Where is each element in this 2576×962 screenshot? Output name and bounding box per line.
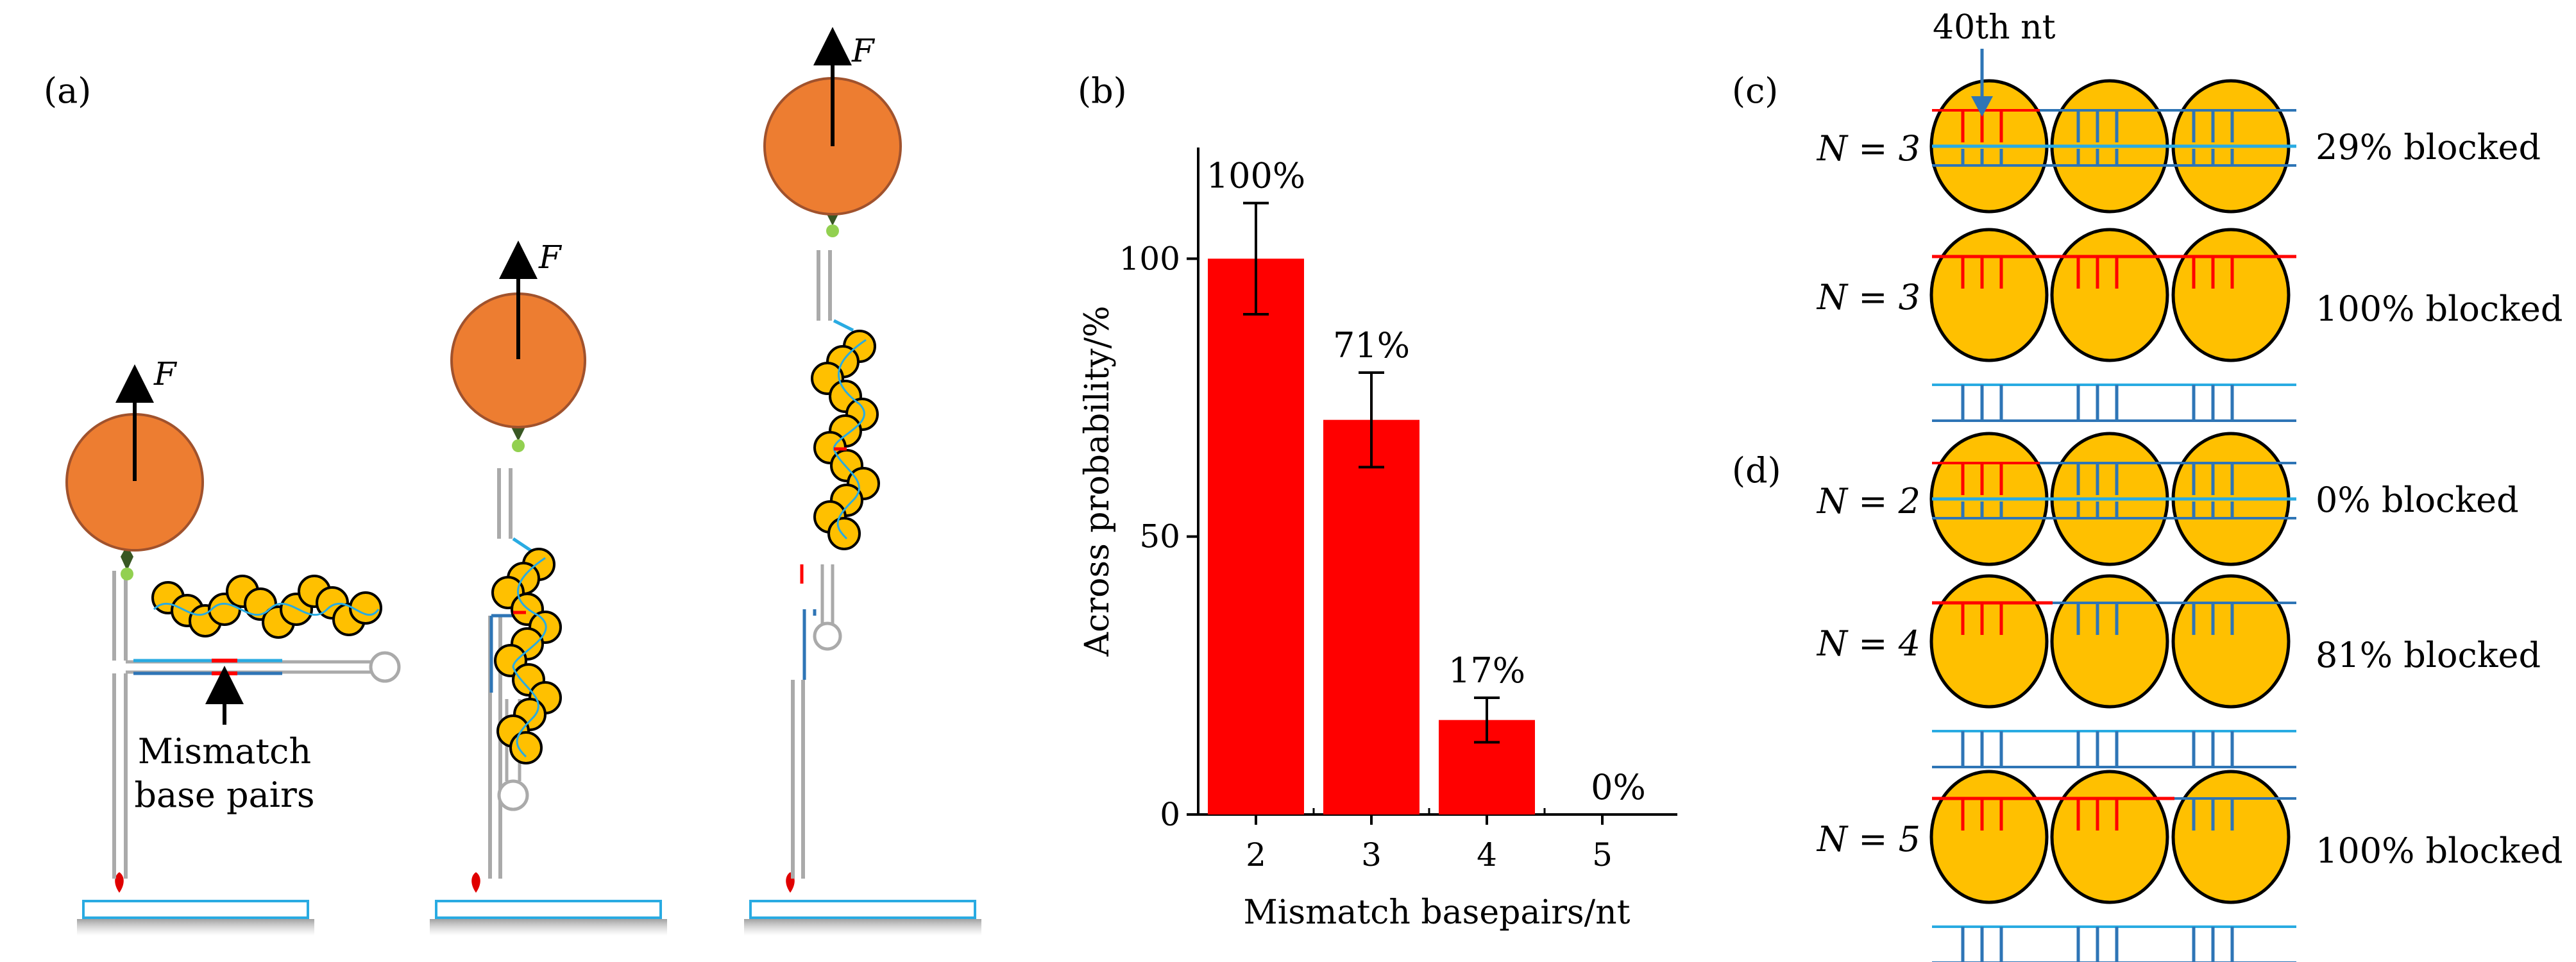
surface-1 <box>82 900 309 919</box>
panel-label-d: (d) <box>1732 450 1781 491</box>
force-label-1: F <box>153 355 178 392</box>
anchor-2 <box>471 872 480 893</box>
nucleosome-array-1 <box>151 575 382 639</box>
surface-2 <box>435 900 662 919</box>
nucleosome-4-1 <box>2050 770 2169 904</box>
y-tick-label-1: 50 <box>1139 518 1180 555</box>
nucleosome-row-2: N = 2 0% blocked <box>1816 432 2519 566</box>
hairpin-loop-1 <box>369 651 401 683</box>
nucleosome-rows: N = 3 29% blocked N = 3 100% blocked N = 2 0%… <box>1816 79 2563 962</box>
forty-nt-label: 40th nt <box>1933 8 2056 47</box>
mismatch-label-line2: base pairs <box>134 775 314 815</box>
panel-label-b: (b) <box>1078 71 1127 111</box>
nucleosome-3-2 <box>2171 574 2291 709</box>
row-n-label-4: N = 5 <box>1816 819 1920 859</box>
nucleosome-row-3: N = 4 81% blocked <box>1816 574 2541 768</box>
row-n-label-0: N = 3 <box>1816 128 1920 169</box>
mismatch-label-line1: Mismatch <box>138 731 311 772</box>
bar-3 <box>1323 419 1419 814</box>
nucleosome-array-3 <box>811 330 880 550</box>
row-result-label-4: 100% blocked <box>2316 831 2563 871</box>
nucleosome-1-0 <box>1929 228 2049 362</box>
tweezer-scene-2: F <box>430 239 667 936</box>
row-result-label-2: 0% blocked <box>2316 480 2519 520</box>
nucleosome-1-2 <box>2171 228 2291 362</box>
data-label-4: 17% <box>1448 650 1525 691</box>
row-n-label-2: N = 2 <box>1816 481 1920 521</box>
x-tick-label-0: 2 <box>1246 836 1266 873</box>
row-n-label-1: N = 3 <box>1816 277 1920 317</box>
panel-a-schematics: F Mismatch base pairs <box>65 27 981 936</box>
bar-2 <box>1208 258 1304 814</box>
x-axis-label: Mismatch basepairs/nt <box>1243 893 1630 932</box>
panel-label-c: (c) <box>1732 71 1778 111</box>
force-label-2: F <box>538 239 563 276</box>
row-result-label-0: 29% blocked <box>2316 127 2541 167</box>
surface-shadow-1 <box>77 919 314 936</box>
nucleosome-3-0 <box>1929 574 2049 709</box>
hairpin-loop-2 <box>497 779 529 811</box>
x-tick-label-3: 5 <box>1592 836 1613 873</box>
nucleosome-4-2 <box>2171 770 2291 904</box>
row-n-label-3: N = 4 <box>1816 623 1920 664</box>
linker-1 <box>121 545 133 571</box>
hairpin-loop-3 <box>813 621 842 651</box>
row-result-label-3: 81% blocked <box>2316 635 2541 675</box>
surface-shadow-3 <box>744 919 981 936</box>
nucleosome-row-4: N = 5 100% blocked <box>1816 770 2563 962</box>
forty-nt-arrow-head <box>1971 96 1993 117</box>
x-tick-label-1: 3 <box>1361 836 1382 873</box>
data-label-2: 100% <box>1207 156 1305 196</box>
data-label-5: 0% <box>1591 767 1646 807</box>
tweezer-scene-1: F Mismatch base pairs <box>65 355 401 936</box>
tweezer-scene-3: F <box>744 27 981 936</box>
row-result-label-1: 100% blocked <box>2316 289 2563 329</box>
y-tick-label-0: 0 <box>1160 796 1180 833</box>
nucleosome-row-1: N = 3 100% blocked <box>1816 228 2563 422</box>
nucleosome-1-1 <box>2050 228 2169 362</box>
y-axis-label: Across probability/% <box>1078 306 1117 657</box>
y-tick-label-2: 100 <box>1119 240 1180 277</box>
anchor-1 <box>115 872 124 893</box>
nucleosome-4-0 <box>1929 770 2049 904</box>
data-label-3: 71% <box>1333 325 1410 366</box>
surface-shadow-2 <box>430 919 667 936</box>
nucleosome-3-1 <box>2050 574 2169 709</box>
bar-chart: 0 50 100 2 100% 3 71% 4 17% 5 0% Across probabilit… <box>1078 148 1677 932</box>
nucleosome-array-2 <box>491 548 562 764</box>
force-label-3: F <box>851 32 876 69</box>
nucleosome-row-0: N = 3 29% blocked <box>1816 79 2541 214</box>
x-tick-label-2: 4 <box>1477 836 1497 873</box>
surface-3 <box>749 900 976 919</box>
panel-label-a: (a) <box>44 71 91 111</box>
